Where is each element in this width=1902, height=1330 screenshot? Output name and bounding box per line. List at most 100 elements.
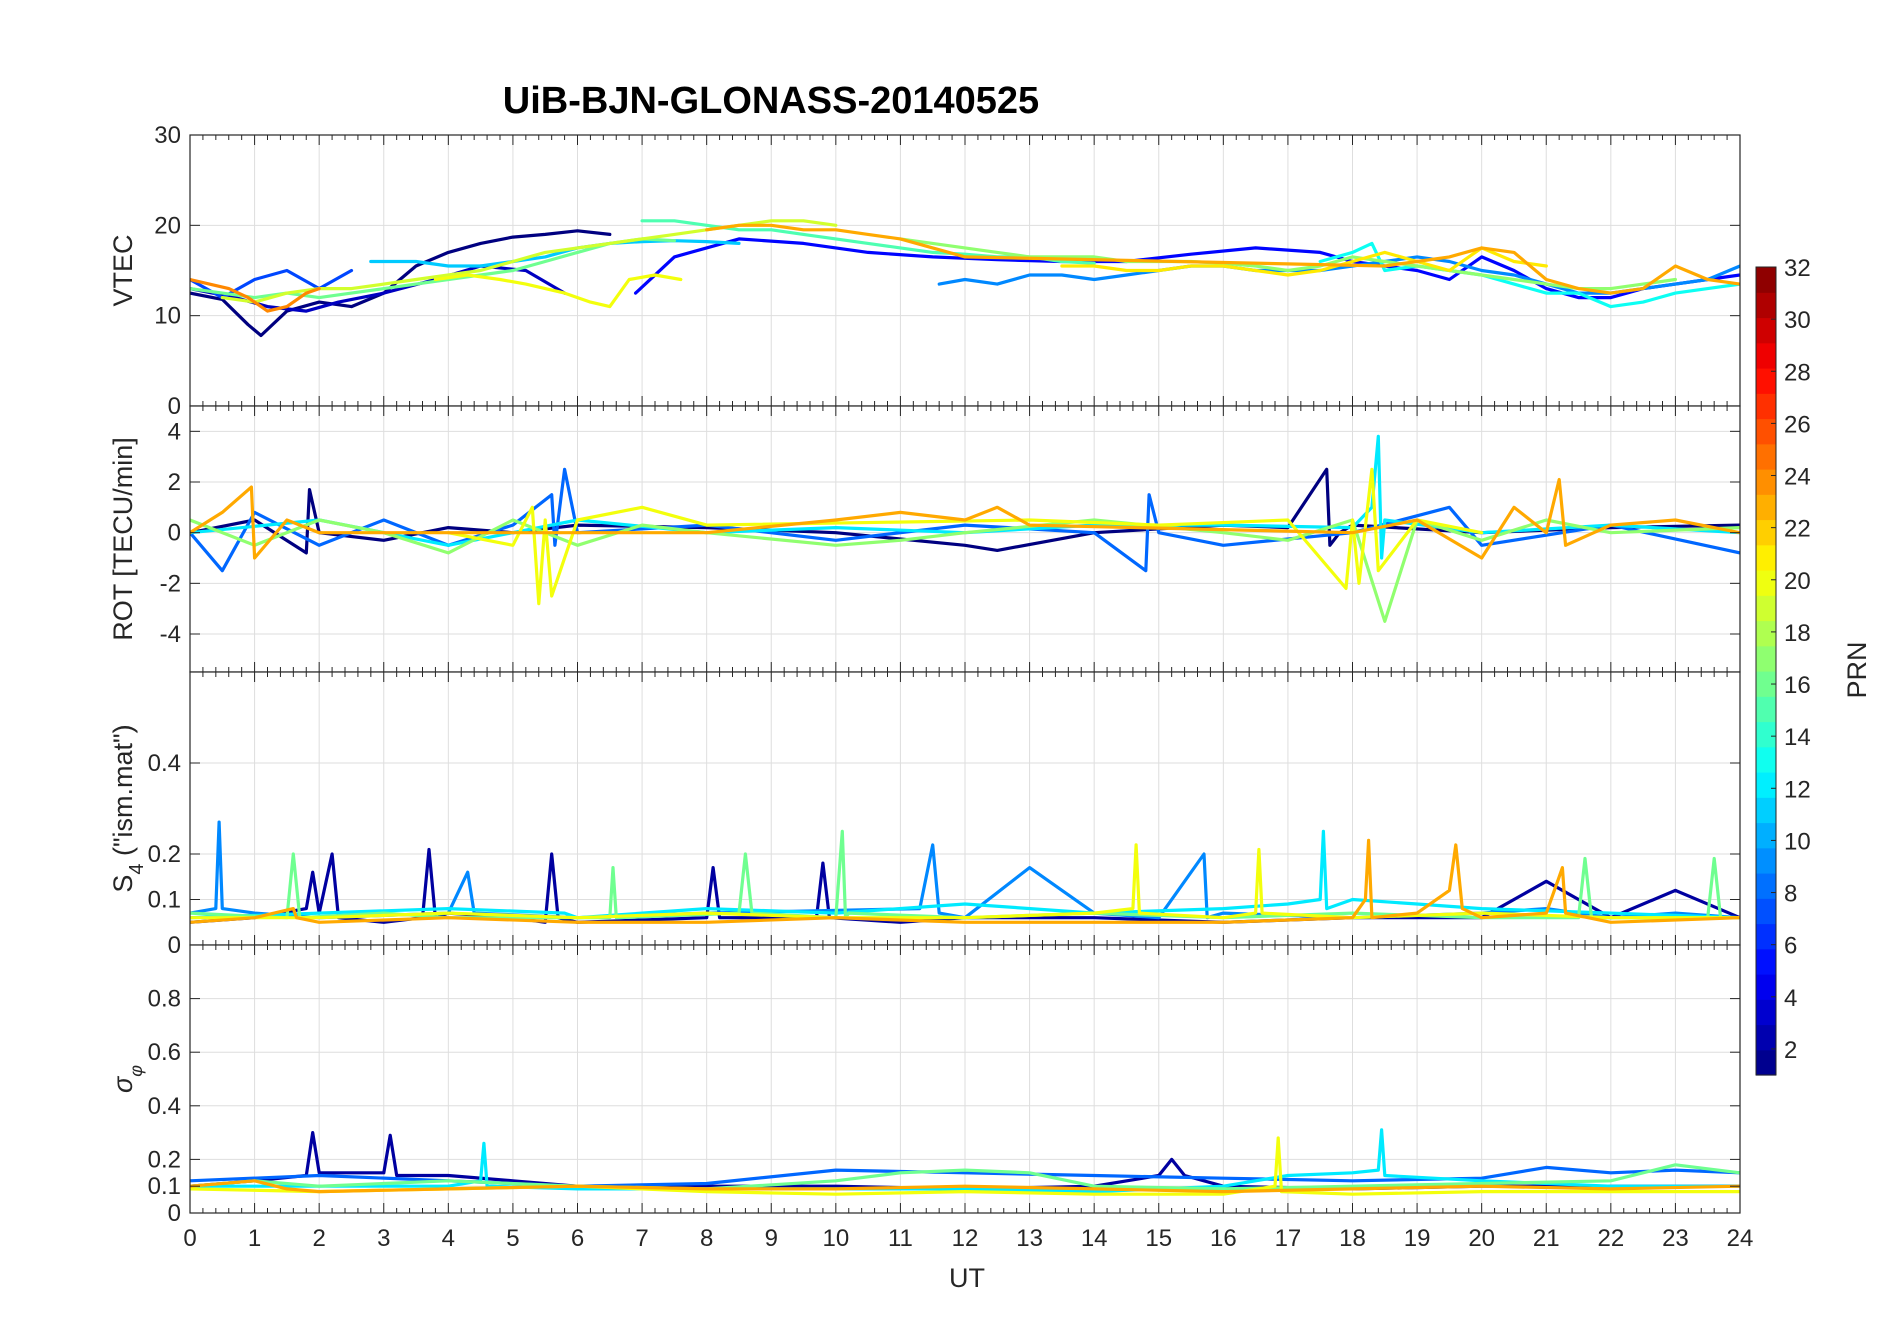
series-group [190, 820, 1740, 924]
series-line-prn-23 [190, 838, 1740, 924]
colorbar-cell [1756, 873, 1776, 899]
x-tick-label: 10 [822, 1225, 849, 1252]
series-line-prn-1 [190, 467, 1740, 555]
colorbar-cell [1756, 822, 1776, 849]
colorbar-cell [1756, 696, 1776, 723]
series-group [190, 1128, 1740, 1196]
colorbar-tick-label: 26 [1784, 411, 1811, 438]
colorbar-cell [1756, 267, 1776, 293]
panel-vtec: 0 10 20 30 VTEC [108, 122, 1741, 420]
colorbar-tick-label: 4 [1784, 985, 1797, 1012]
y-tick-label: 0.2 [148, 1146, 181, 1173]
series-line-prn-20 [446, 467, 1484, 606]
colorbar-cell [1756, 898, 1776, 925]
colorbar-cell [1756, 544, 1776, 571]
y-axis-label-sigma_phi: σφ [108, 1065, 146, 1093]
colorbar-cell [1756, 317, 1776, 344]
x-tick-label: 16 [1210, 1225, 1237, 1252]
series-line-prn-23 [705, 223, 1740, 295]
x-tick-label: 14 [1081, 1225, 1108, 1252]
panel-sigma_phi: 00.10.2 0.4 0.6 0.8 σφ [108, 944, 1741, 1227]
series-group [190, 219, 1740, 338]
y-tick-label: 4 [168, 418, 181, 445]
x-axis-label: UT [949, 1263, 985, 1293]
series-line-prn-11 [369, 239, 741, 268]
series-line-prn-12 [190, 1128, 1740, 1194]
colorbar-tick-label: 6 [1784, 933, 1797, 960]
y-tick-label: 0.2 [148, 841, 181, 868]
series-group [190, 434, 1740, 623]
series-line-prn-20 [433, 273, 683, 309]
colorbar-label: PRN [1842, 641, 1872, 698]
colorbar-cell [1756, 1024, 1776, 1051]
x-tick-label: 0 [183, 1225, 196, 1252]
x-tick-label: 18 [1339, 1225, 1366, 1252]
colorbar-cell [1756, 1049, 1776, 1076]
x-tick-label: 17 [1275, 1225, 1302, 1252]
series-line-prn-23 [190, 1179, 1740, 1194]
x-tick-label: 4 [442, 1225, 455, 1252]
y-axis-label-s4: S4 ("ism.mat") [108, 724, 148, 892]
series-line-prn-7 [190, 268, 354, 300]
series-line-prn-23 [190, 477, 1740, 560]
colorbar-tick-label: 16 [1784, 672, 1811, 699]
colorbar-cell [1756, 469, 1776, 495]
colorbar-tick-label: 32 [1784, 255, 1811, 282]
x-tick-label: 24 [1727, 1225, 1754, 1252]
series-line-prn-13 [1318, 241, 1740, 309]
x-tick-label: 1 [248, 1225, 261, 1252]
y-tick-label: 10 [154, 303, 181, 330]
series-line-prn-16 [190, 1163, 1740, 1191]
y-tick-label: 0.4 [148, 1093, 181, 1120]
colorbar-cell [1756, 443, 1776, 470]
y-tick-label: 30 [154, 122, 181, 149]
series-line-prn-17 [190, 518, 1740, 623]
colorbar-tick-label: 20 [1784, 568, 1811, 595]
colorbar-tick-label: 28 [1784, 359, 1811, 386]
colorbar-cell [1756, 418, 1776, 445]
colorbar-tick-label: 2 [1784, 1037, 1797, 1064]
colorbar-cell [1756, 620, 1776, 647]
colorbar-cell [1756, 772, 1776, 798]
y-tick-label: 0 [168, 1200, 181, 1227]
x-tick-label: 5 [506, 1225, 519, 1252]
series-line-prn-16 [190, 237, 677, 300]
colorbar-cell [1756, 746, 1776, 773]
colorbar-cell [1756, 974, 1776, 1000]
y-tick-label: -2 [160, 570, 181, 597]
y-tick-label: 0.1 [148, 1173, 181, 1200]
y-tick-label: 0 [168, 932, 181, 959]
panel-rot: -4 -2 0 2 4 ROT [TECU/min] [108, 405, 1741, 673]
y-tick-label: 0.6 [148, 1039, 181, 1066]
colorbar-tick-label: 24 [1784, 464, 1811, 491]
colorbar-cell [1756, 999, 1776, 1026]
x-tick-label: 2 [312, 1225, 325, 1252]
y-tick-label: 0.8 [148, 986, 181, 1013]
y-tick-label: 20 [154, 212, 181, 239]
y-tick-label: 0.1 [148, 887, 181, 914]
colorbar-cell [1756, 948, 1776, 975]
series-line-prn-21 [1060, 246, 1548, 277]
x-tick-label: 20 [1468, 1225, 1495, 1252]
x-tick-label: 12 [952, 1225, 979, 1252]
colorbar-frame [1755, 266, 1777, 1076]
chart-title: UiB-BJN-GLONASS-20140525 [503, 80, 1039, 122]
y-tick-label: 2 [168, 469, 181, 496]
colorbar-tick-label: 22 [1784, 516, 1811, 543]
colorbar-cell [1756, 494, 1776, 521]
x-tick-label: 15 [1145, 1225, 1172, 1252]
colorbar-cell [1756, 519, 1776, 546]
colorbar-cell [1756, 847, 1776, 874]
colorbar-cell [1756, 721, 1776, 748]
colorbar-tick-label: 30 [1784, 307, 1811, 334]
y-axis-label-vtec: VTEC [108, 234, 138, 306]
y-tick-label: 0 [168, 393, 181, 420]
colorbar-cell [1756, 570, 1776, 596]
x-tick-label: 21 [1533, 1225, 1560, 1252]
series-line-prn-12 [190, 829, 1740, 920]
y-tick-label: 0 [168, 520, 181, 547]
x-tick-label: 3 [377, 1225, 390, 1252]
colorbar-tick-label: 8 [1784, 881, 1797, 908]
